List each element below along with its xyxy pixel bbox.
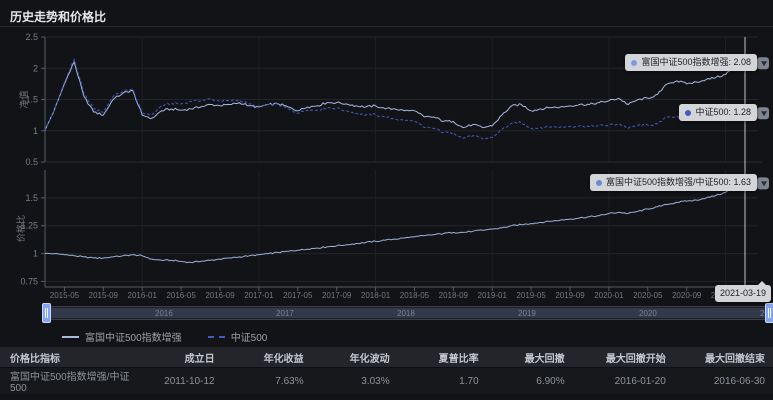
col-header-dd-start: 最大回撤开始 [572,347,674,368]
y-tick-label: 1.5 [25,95,38,105]
series-end-label-index: 中证500: 1.28 [679,104,757,121]
series-end-text: 中证500: 1.28 [695,107,751,117]
col-header-dd-end: 最大回撤结束 [673,347,773,368]
cell-dd-end: 2016-06-30 [673,367,773,394]
x-tick-label: 2020-09 [672,291,702,300]
series-end-text: 富国中证500指数增强: 2.08 [641,57,751,67]
x-tick-label: 2017-01 [244,291,274,300]
col-header-indicator: 价格比指标 [0,347,152,368]
slider-year-label: 2019 [518,309,536,318]
crosshair-date-text: 2021-03-19 [719,288,766,298]
ratio-metrics-table: 价格比指标 成立日 年化收益 年化波动 夏普比率 最大回撤 最大回撤开始 最大回… [0,347,773,394]
y-tick-label: 1.25 [20,221,38,231]
x-tick-label: 2016-05 [166,291,196,300]
slider-year-label: 2016 [155,309,173,318]
table-row: 富国中证500指数增强/中证500 2011-10-12 7.63% 3.03%… [0,367,773,394]
arrow-down-icon [761,181,767,187]
series-dot-icon [595,179,602,186]
divider [0,26,773,27]
cell-dd-start: 2016-01-20 [572,367,674,394]
page-title: 历史走势和价格比 [10,10,107,24]
x-tick-label: 2018-01 [361,291,391,300]
col-header-max-drawdown: 最大回撤 [486,347,573,368]
x-tick-label: 2019-05 [516,291,546,300]
y-tick-label: 1 [33,249,38,259]
legend-item-fund[interactable]: 富国中证500指数增强 [62,329,182,344]
col-header-annual-return: 年化收益 [222,347,312,368]
x-tick-label: 2018-05 [400,291,430,300]
x-tick-label: 2019-09 [555,291,585,300]
y-axis-name: 价格比 [15,215,26,242]
cell-max-drawdown: 6.90% [486,367,573,394]
series-line [44,60,746,131]
series-end-label-ratio: 富国中证500指数增强/中证500: 1.63 [589,174,757,191]
slider-year-label: 2018 [397,309,415,318]
slider-selected-range[interactable] [47,308,769,318]
x-tick-label: 2020-05 [633,291,663,300]
x-tick-label: 2017-05 [283,291,313,300]
series-line [44,182,746,264]
cell-inception: 2011-10-12 [151,367,223,394]
x-tick-label: 2018-09 [439,291,469,300]
series-end-label-fund: 富国中证500指数增强: 2.08 [625,54,757,71]
y-axis-name: 净值 [18,90,29,108]
x-tick-label: 2016-09 [205,291,235,300]
slider-year-label: 2020 [639,309,657,318]
slider-year-label: 2017 [276,309,294,318]
arrow-down-icon [761,61,767,67]
y-tick-label: 2 [33,63,38,73]
slider-right-handle[interactable] [765,303,773,323]
x-tick-label: 2015-09 [89,291,119,300]
y-tick-label: 1 [33,126,38,136]
col-header-annual-vol: 年化波动 [311,347,398,368]
chart-legend: 富国中证500指数增强 中证500 [62,329,267,344]
x-tick-label: 2019-01 [478,291,508,300]
series-dot-icon [631,59,638,66]
crosshair-date-tooltip: 2021-03-19 [714,281,771,302]
series-end-text: 富国中证500指数增强/中证500: 1.63 [605,177,751,187]
y-tick-label: 0.75 [20,276,38,286]
x-tick-label: 2016-01 [128,291,158,300]
col-header-sharpe: 夏普比率 [397,347,487,368]
legend-label: 中证500 [230,333,268,344]
y-tick-label: 1.5 [25,193,38,203]
cell-annual-vol: 3.03% [311,367,398,394]
col-header-inception: 成立日 [151,347,223,368]
y-tick-label: 2.5 [25,32,38,42]
x-tick-label: 2015-05 [50,291,80,300]
legend-item-index[interactable]: 中证500 [207,329,268,344]
arrow-down-icon [761,111,767,117]
cell-indicator: 富国中证500指数增强/中证500 [0,367,152,394]
cell-annual-return: 7.63% [222,367,312,394]
date-range-slider[interactable]: 201620172018201920202021 [42,303,773,323]
solid-line-icon [62,335,79,338]
dashed-line-icon [207,335,225,338]
y-tick-label: 0.5 [25,157,38,167]
series-line [44,58,746,140]
cell-sharpe: 1.70 [397,367,487,394]
series-dot-icon [685,109,692,116]
x-tick-label: 2020-01 [594,291,624,300]
table-header-row: 价格比指标 成立日 年化收益 年化波动 夏普比率 最大回撤 最大回撤开始 最大回… [0,347,773,368]
slider-left-handle[interactable] [42,303,51,323]
legend-label: 富国中证500指数增强 [85,333,182,344]
x-tick-label: 2017-09 [322,291,352,300]
